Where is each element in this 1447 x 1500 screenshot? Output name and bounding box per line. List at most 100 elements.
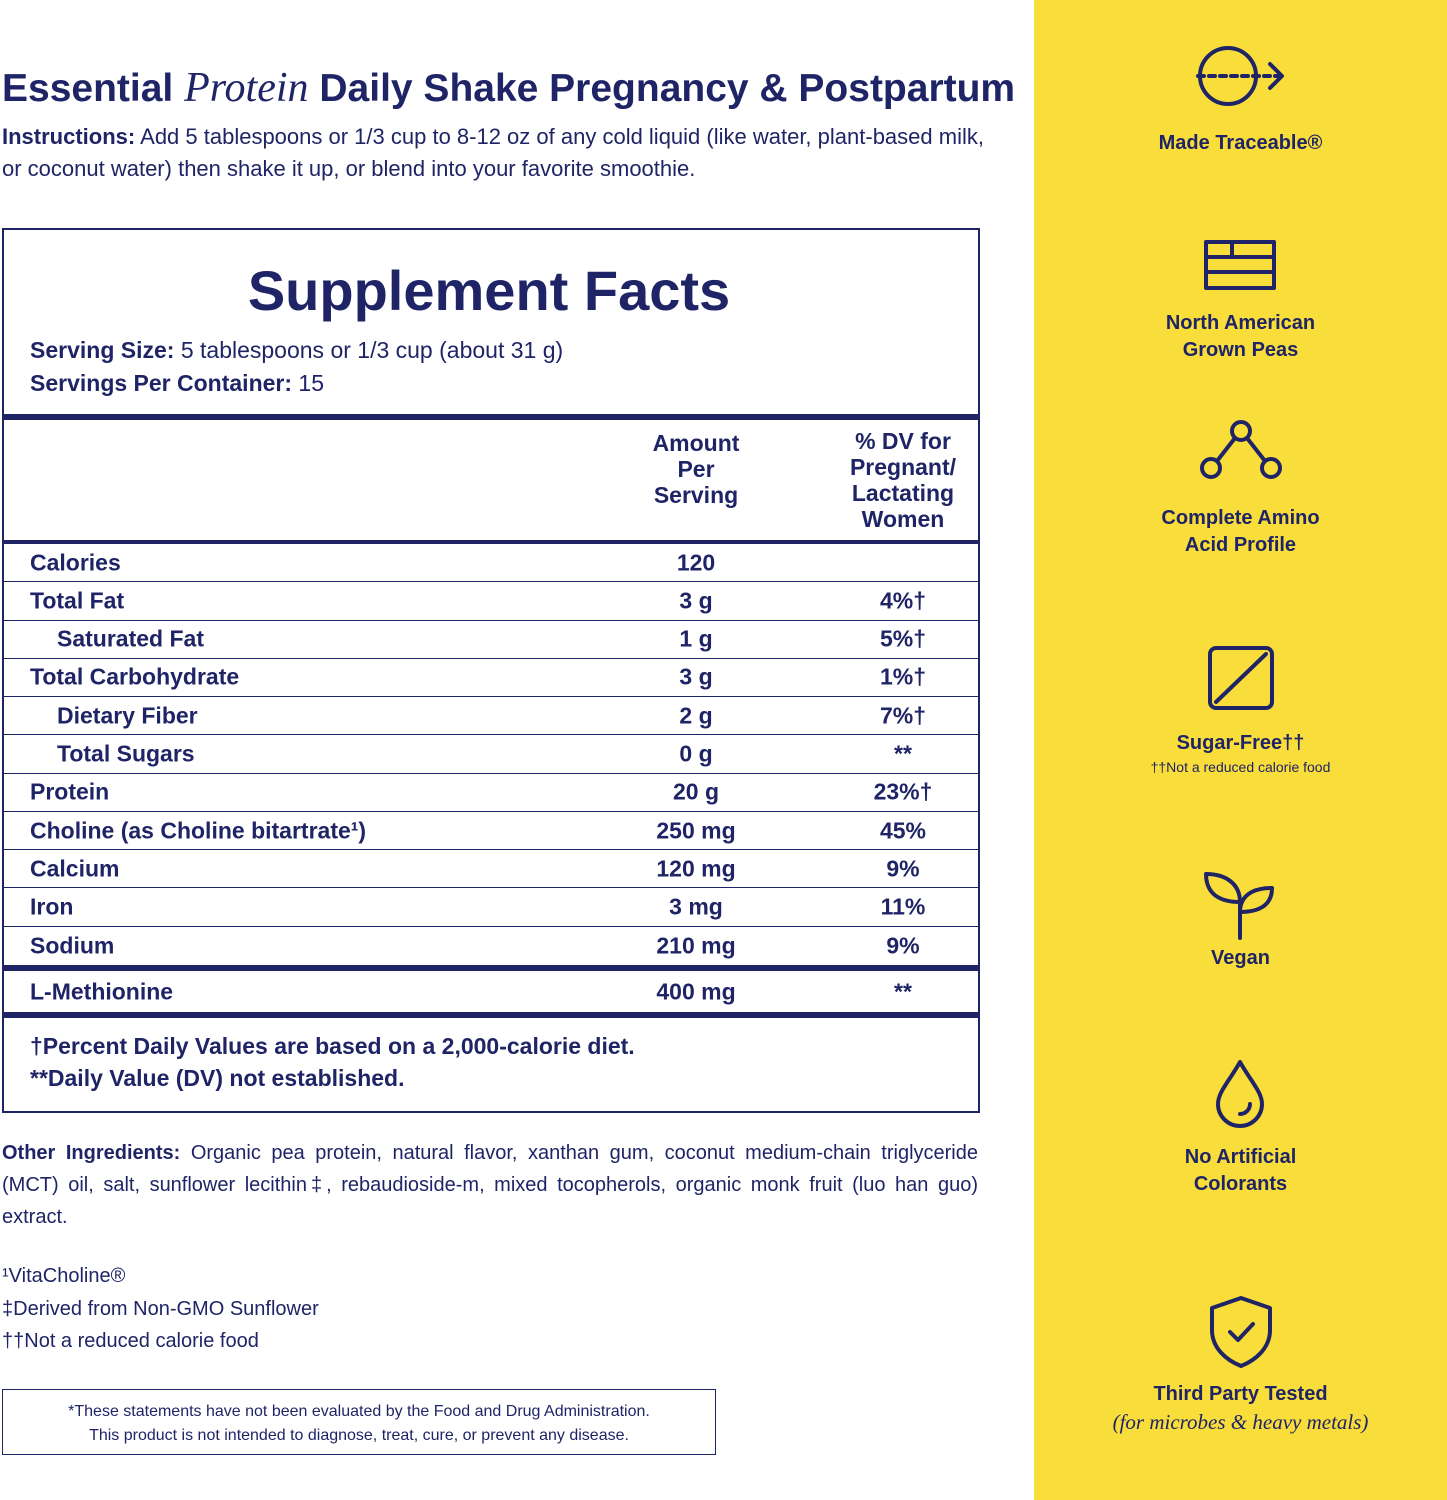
column-header-line: % DV for xyxy=(855,428,951,454)
nutrient-name: Protein xyxy=(30,778,110,805)
label: Other Ingredients: xyxy=(2,1142,181,1164)
nutrient-name: Dietary Fiber xyxy=(57,702,198,729)
disclaimer-line: *These statements have not been evaluate… xyxy=(68,1403,650,1420)
colorants-icon xyxy=(1216,1060,1264,1128)
rule xyxy=(4,1012,978,1018)
tested-icon xyxy=(1210,1296,1272,1368)
daily-value: 5%† xyxy=(879,625,927,652)
sidebar xyxy=(1034,0,1447,1500)
amount: 3 g xyxy=(679,663,713,690)
feature-label: Made Traceable® xyxy=(1158,132,1323,154)
facts-heading: Supplement Facts xyxy=(247,259,731,322)
facts-row: Calories 120 xyxy=(4,544,978,583)
label: Servings Per Container: xyxy=(30,370,293,396)
amount: 120 xyxy=(676,549,716,576)
servings: Servings Per Container: 15 xyxy=(30,370,324,397)
flag-icon xyxy=(1204,240,1276,290)
nutrient-name: Calcium xyxy=(30,855,120,882)
traceable-icon xyxy=(1196,46,1284,106)
nutrient-name: Iron xyxy=(30,893,74,920)
feature-note: ††Not a reduced calorie food xyxy=(1150,759,1331,775)
other-ingredients: Other Ingredients: Organic pea protein, … xyxy=(2,1137,978,1233)
amount: 250 mg xyxy=(656,817,736,844)
feature-label: Colorants xyxy=(1193,1173,1288,1195)
feature-label: Sugar-Free†† xyxy=(1176,732,1305,754)
amount: 210 mg xyxy=(656,932,736,959)
amount: 400 mg xyxy=(656,978,736,1004)
daily-value: 9% xyxy=(886,855,920,882)
title-text: Essential xyxy=(2,67,174,110)
value: 5 tablespoons or 1/3 cup (about 31 g) xyxy=(180,337,564,363)
nutrient-name: Saturated Fat xyxy=(57,625,204,652)
column-header-line: Per xyxy=(677,456,715,482)
feature: Made Traceable® xyxy=(1034,130,1447,157)
column-header-line: Amount xyxy=(652,430,740,456)
amount: 3 g xyxy=(679,587,713,614)
amount: 3 mg xyxy=(669,893,723,920)
nutrient-name: Total Carbohydrate xyxy=(30,663,240,690)
amount: 120 mg xyxy=(656,855,736,882)
column-header-line: Pregnant/ xyxy=(849,454,957,480)
feature-label: Vegan xyxy=(1211,947,1270,969)
nutrient-name: Choline (as Choline bitartrate¹) xyxy=(30,817,367,844)
feature-label: No Artificial xyxy=(1184,1146,1297,1168)
daily-value: 7%† xyxy=(879,702,927,729)
amino-icon xyxy=(1200,420,1282,479)
feature: Vegan xyxy=(1034,945,1447,972)
feature: North American Grown Peas xyxy=(1034,310,1447,364)
feature-label: Complete Amino xyxy=(1161,507,1320,529)
rule xyxy=(4,414,978,420)
note: ‡Derived from Non-GMO Sunflower xyxy=(2,1298,319,1320)
footnote: †Percent Daily Values are based on a 2,0… xyxy=(30,1033,635,1059)
disclaimer: *These statements have not been evaluate… xyxy=(2,1389,716,1455)
nutrient-name: Calories xyxy=(30,549,121,576)
facts-row: Saturated Fat 1 g 5%† xyxy=(4,621,978,659)
value: 15 xyxy=(298,370,325,396)
facts-row: Protein 20 g 23%† xyxy=(4,774,978,812)
title: Essential Protein Daily Shake Pregnancy … xyxy=(2,64,1015,112)
label: Instructions: xyxy=(2,124,136,149)
feature: No Artificial Colorants xyxy=(1034,1144,1447,1198)
daily-value: 4%† xyxy=(879,587,927,614)
daily-value: 45% xyxy=(879,817,927,844)
rule xyxy=(4,540,978,544)
facts-row: Choline (as Choline bitartrate¹) 250 mg 45… xyxy=(4,812,978,851)
column-header-line: Lactating xyxy=(851,480,955,506)
nutrient-name: Total Fat xyxy=(30,587,125,614)
column-header: % DV for Pregnant/Lactating Women xyxy=(823,428,983,532)
sugar-free-icon xyxy=(1208,646,1274,710)
feature-label: North American xyxy=(1165,312,1316,334)
facts-row: Dietary Fiber 2 g 7%† xyxy=(4,697,978,736)
feature-label: Third Party Tested xyxy=(1153,1383,1328,1405)
column-header-line: Women xyxy=(861,506,945,532)
feature: Sugar-Free†† ††Not a reduced calorie food xyxy=(1034,730,1447,777)
note: ¹VitaCholine® xyxy=(2,1265,126,1287)
feature: Complete Amino Acid Profile xyxy=(1034,505,1447,559)
title-text: Daily Shake Pregnancy & Postpartum xyxy=(319,67,1016,110)
serving-size: Serving Size: 5 tablespoons or 1/3 cup (… xyxy=(30,337,563,364)
daily-value: 11% xyxy=(880,893,926,920)
column-header-line: Serving xyxy=(653,482,739,508)
text: Add 5 tablespoons or 1/3 cup to 8-12 oz … xyxy=(2,124,984,181)
amount: 1 g xyxy=(679,625,713,652)
nutrient-name: Total Sugars xyxy=(57,740,195,767)
amount: 0 g xyxy=(679,740,713,767)
feature-label: Grown Peas xyxy=(1182,339,1299,361)
facts-row: Sodium 210 mg 9% xyxy=(4,927,978,965)
nutrient-name: Sodium xyxy=(30,932,115,959)
vegan-icon xyxy=(1204,872,1274,940)
facts-row: Iron 3 mg 11% xyxy=(4,888,978,927)
note: ††Not a reduced calorie food xyxy=(2,1330,259,1352)
facts-box xyxy=(2,228,980,1113)
rule xyxy=(4,965,978,971)
amount: 2 g xyxy=(679,702,713,729)
facts-row: Total Fat 3 g 4%† xyxy=(4,582,978,621)
daily-value: ** xyxy=(894,740,912,767)
label: Serving Size: xyxy=(30,337,175,363)
feature: Third Party Tested (for microbes & heavy … xyxy=(1034,1381,1447,1433)
amount: 20 g xyxy=(672,778,720,805)
daily-value: 23%† xyxy=(873,778,933,805)
feature-label: Acid Profile xyxy=(1184,534,1297,556)
daily-value: 1%† xyxy=(879,663,927,690)
